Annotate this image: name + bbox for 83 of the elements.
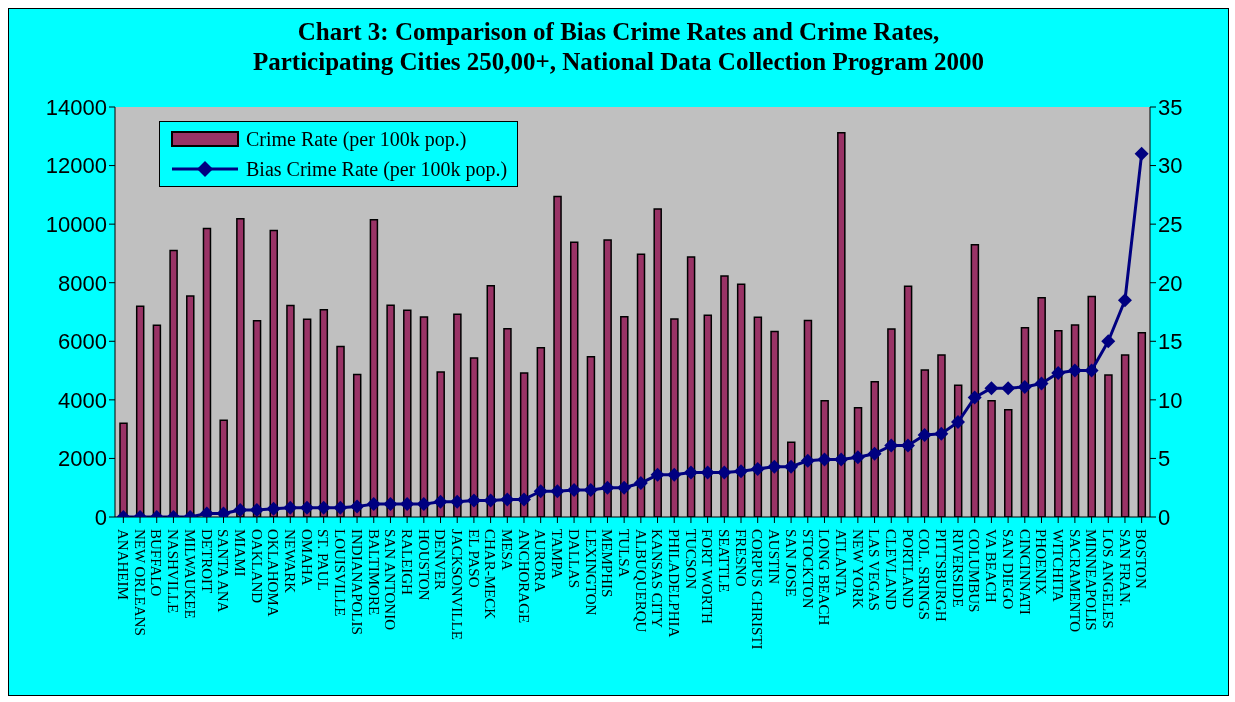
x-tick-label: BOSTON — [1133, 529, 1150, 589]
x-tick-label: OKLAHOMA — [265, 529, 282, 617]
y-tick-label: 14000 — [45, 94, 107, 120]
bar — [135, 305, 145, 517]
x-tick-label: CLEVLAND — [883, 529, 899, 610]
x-tick-label: NEW ORLEANS — [131, 529, 148, 636]
legend-label: Crime Rate (per 100k pop.) — [246, 127, 467, 153]
x-tick-label: PHILADELPHIA — [665, 529, 682, 638]
x-tick-label: SACRAMENTO — [1066, 529, 1083, 633]
x-tick-label: KANSAS CITY — [649, 529, 666, 628]
x-tick-label: BUFFALO — [148, 529, 165, 597]
x-tick-label: COLUMBUS — [966, 529, 983, 613]
x-tick-label: OMAHA — [298, 529, 315, 586]
y-tick-label: 0 — [94, 504, 107, 530]
x-tick-label: MEMPHIS — [599, 529, 616, 598]
x-tick-label: NEWARK — [282, 529, 299, 594]
y-tick-label: 2000 — [58, 446, 107, 472]
x-tick-label: SAN FRAN. — [1116, 529, 1133, 607]
y-tick-label: 4000 — [58, 387, 107, 413]
x-tick-label: ATLANTA — [832, 529, 849, 598]
x-tick-label: DETROIT — [198, 529, 215, 594]
x-tick-label: LOUISVILLE — [332, 529, 349, 617]
x-tick-label: BALTIMORE — [365, 529, 382, 616]
x-tick-label: DALLAS — [565, 529, 582, 589]
x-tick-label: ALBUQUERQU — [632, 529, 649, 633]
x-tick-label: STOCKTON — [799, 529, 816, 609]
y2-tick-label: 20 — [1158, 270, 1183, 296]
x-tick-label: FRESNO — [732, 529, 749, 587]
y2-tick-label: 15 — [1158, 329, 1183, 355]
x-tick-label: AURORA — [532, 529, 549, 593]
x-tick-label: EL PASO — [465, 529, 482, 588]
y2-tick-label: 35 — [1158, 94, 1183, 120]
x-tick-label: MINNEAPOLIS — [1083, 529, 1100, 631]
y-tick-label: 8000 — [58, 270, 107, 296]
x-tick-label: JACKSONVILLE — [448, 529, 465, 640]
x-tick-label: MIAMI — [231, 529, 248, 577]
x-tick-label: OAKLAND — [248, 529, 265, 604]
y2-tick-label: 5 — [1158, 446, 1171, 472]
x-tick-label: CORPUS CHRISTI — [749, 529, 766, 650]
x-tick-label: LOS ANGELES — [1100, 529, 1117, 629]
x-tick-label: DENVER — [432, 529, 449, 590]
x-tick-label: NEW YORK — [849, 529, 866, 609]
x-tick-label: RIVERSIDE — [949, 529, 966, 608]
x-tick-label: MESA — [499, 529, 516, 571]
x-tick-label: CHAR-MECK — [482, 529, 499, 620]
x-tick-label: COL. SRINGS — [916, 529, 933, 620]
y2-tick-label: 0 — [1158, 504, 1171, 530]
bar — [152, 324, 162, 517]
x-tick-label: LEXINGTON — [582, 529, 599, 616]
x-tick-label: TULSA — [615, 529, 632, 578]
x-tick-label: PHOENIX — [1033, 529, 1050, 595]
y-tick-label: 6000 — [58, 329, 107, 355]
chart-title: Chart 3: Comparison of Bias Crime Rates and Crime Rates, Participating Cities 250,00+, National Data Collection Program 2000 — [251, 17, 986, 77]
x-tick-label: SEATTLE — [716, 529, 733, 593]
x-tick-label: HOUSTON — [415, 529, 432, 601]
x-tick-label: FORT WORTH — [699, 529, 716, 624]
x-tick-label: TAMPA — [549, 529, 566, 580]
x-tick-label: CINCINNATI — [1016, 529, 1033, 615]
x-tick-label: SAN ANTONIO — [382, 529, 399, 631]
legend-label: Bias Crime Rate (per 100k pop.) — [246, 157, 508, 183]
x-tick-label: WITCHITA — [1049, 529, 1066, 603]
x-tick-label: LAS VEGAS — [866, 529, 883, 611]
y2-tick-label: 10 — [1158, 387, 1183, 413]
x-tick-label: PORTLAND — [899, 529, 916, 609]
x-tick-label: ST. PAUL — [315, 529, 332, 591]
x-tick-label: NASHVILLE — [165, 529, 182, 614]
x-tick-label: PITTSBURGH — [933, 529, 950, 622]
x-tick-label: AUSTIN — [766, 529, 783, 585]
x-tick-label: LONG BEACH — [816, 529, 833, 626]
x-tick-label: INDIANAPOLIS — [348, 529, 365, 635]
x-tick-label: MILWAUKEE — [181, 529, 198, 619]
x-tick-label: ANCHORAGE — [515, 529, 532, 624]
x-tick-label: SAN DIEGO — [999, 529, 1016, 610]
x-tick-label: VA BEACH — [983, 529, 1000, 603]
x-tick-label: SANTA ANA — [215, 529, 232, 613]
x-tick-label: TUCSON — [682, 529, 699, 590]
x-tick-label: SAN JOSE — [782, 529, 799, 597]
y2-tick-label: 25 — [1158, 211, 1183, 237]
y-tick-label: 10000 — [45, 211, 107, 237]
x-tick-label: RALEIGH — [398, 529, 415, 595]
y-tick-label: 12000 — [45, 153, 107, 179]
x-tick-label: ANAHEIM — [115, 529, 132, 600]
y2-tick-label: 30 — [1158, 153, 1183, 179]
